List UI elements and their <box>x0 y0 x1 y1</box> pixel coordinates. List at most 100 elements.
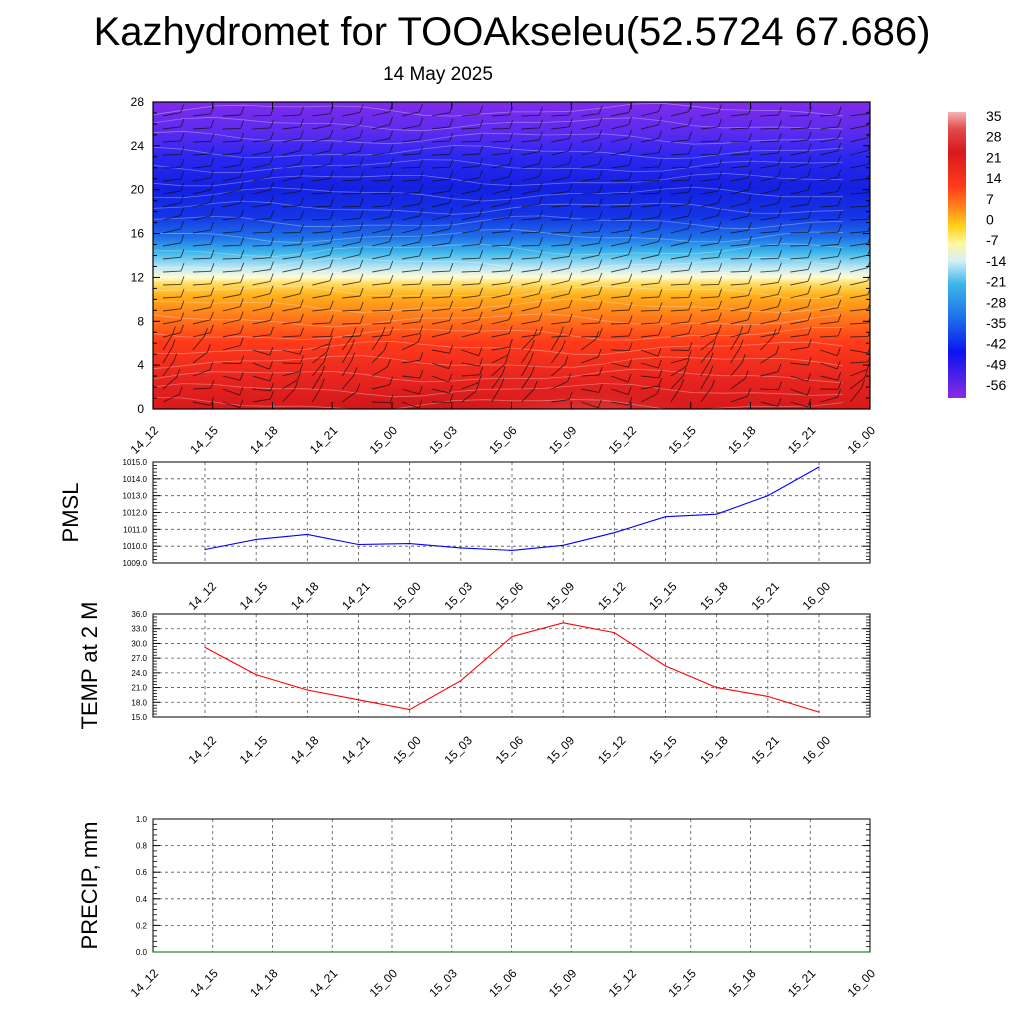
wind-barb-shaft <box>222 114 241 117</box>
wind-barb-flag <box>419 103 423 112</box>
contour-line <box>153 215 844 230</box>
wind-barb-flag <box>778 106 782 116</box>
wind-barb-shaft <box>880 125 898 129</box>
wind-barb-shaft <box>222 164 241 169</box>
wind-barb-flag <box>628 234 633 243</box>
wind-barb-flag <box>595 331 600 340</box>
wind-barb-shaft <box>192 189 211 195</box>
wind-barb-shaft <box>222 230 241 234</box>
wind-barb-shaft <box>820 267 838 273</box>
wind-barb-flag <box>389 116 394 125</box>
wind-barb-shaft <box>670 203 689 208</box>
wind-barb-shaft <box>790 388 808 396</box>
wind-barb-shaft <box>581 137 599 143</box>
wind-barb-shaft <box>222 176 241 182</box>
wind-barb-flag <box>837 106 842 115</box>
wind-barb-shaft <box>461 113 480 117</box>
wind-barb-shaft <box>521 203 540 208</box>
wind-barb-shaft <box>700 296 719 299</box>
wind-barb-flag <box>353 367 358 376</box>
wind-barb-shaft <box>252 388 271 392</box>
wind-barb-flag <box>389 233 394 242</box>
wind-barb-flag <box>567 373 572 382</box>
wind-barb-flag <box>240 223 245 232</box>
wind-barb-shaft <box>880 193 898 194</box>
wind-barb-flag <box>359 116 364 125</box>
series-point <box>716 687 718 689</box>
wind-barb-flag <box>777 286 782 295</box>
wind-barb-shaft <box>401 179 421 182</box>
wind-barb-shaft <box>551 280 570 286</box>
wind-barb-shaft <box>670 255 689 260</box>
wind-barb-flag <box>898 302 901 310</box>
wind-barb-shaft <box>551 267 570 273</box>
wind-barb-flag <box>240 274 245 283</box>
wind-barb-flag <box>837 260 842 269</box>
wind-barb-flag <box>180 276 185 285</box>
wind-barb-flag <box>718 146 723 155</box>
wind-barb-shaft <box>372 111 390 117</box>
wind-barb-flag <box>568 106 573 116</box>
wind-barb-flag <box>389 376 394 385</box>
xtick-label: 15_03 <box>426 966 460 1000</box>
wind-barb-shaft <box>611 295 630 299</box>
wind-barb-shaft <box>700 112 719 117</box>
wind-barb-shaft <box>521 231 540 234</box>
wind-barb-flag <box>628 222 633 231</box>
xtick-label: 14_15 <box>187 966 221 1000</box>
wind-barb-shaft <box>342 137 360 143</box>
wind-barb-flag <box>718 182 722 192</box>
wind-barb-flag <box>240 237 245 246</box>
wind-barb-shaft <box>342 124 360 130</box>
wind-barb-flag <box>628 143 633 152</box>
wind-barb-shaft <box>341 347 352 364</box>
wind-barb-shaft <box>581 113 600 117</box>
wind-barb-flag <box>209 324 214 333</box>
wind-barb-shaft <box>282 307 301 312</box>
wind-barb-shaft <box>670 366 687 377</box>
wind-barb-flag <box>539 107 543 116</box>
wind-barb-flag <box>389 260 394 270</box>
series-point <box>357 699 360 701</box>
wind-barb-flag <box>538 273 543 282</box>
wind-barb-shaft <box>790 244 809 247</box>
wind-barb-shaft <box>700 126 719 130</box>
wind-barb-flag <box>299 236 304 245</box>
wind-barb-flag <box>300 327 304 336</box>
wind-barb-flag <box>687 233 692 243</box>
wind-barb-shaft <box>551 150 570 156</box>
wind-barb-flag <box>538 312 543 321</box>
wind-barb-flag <box>509 262 514 271</box>
wind-barb-shaft <box>371 366 388 377</box>
wind-barb-flag <box>359 210 364 219</box>
wind-barb-shaft <box>611 229 629 234</box>
wind-barb-shaft <box>760 216 779 221</box>
wind-barb-flag <box>321 378 325 387</box>
wind-barb-flag <box>628 171 633 180</box>
wind-barb-flag <box>898 222 901 230</box>
wind-barb-shaft <box>491 230 510 234</box>
wind-barb-shaft <box>401 215 420 221</box>
wind-barb-shaft <box>820 362 838 370</box>
wind-barb-shaft <box>850 254 868 260</box>
wind-barb-flag <box>210 236 215 245</box>
wind-barb-shaft <box>700 308 719 312</box>
wind-barb-flag <box>449 276 454 285</box>
wind-barb-shaft <box>551 176 570 182</box>
wind-barb-flag <box>419 131 424 140</box>
pmsl-panel: 1009.0 1010.0 1011.0 1012.0 1013.0 1014.0 1015… <box>58 458 871 613</box>
wind-barb-shaft <box>282 335 301 338</box>
wind-barb-flag <box>449 394 454 403</box>
wind-barb-shaft <box>760 257 779 260</box>
wind-barb-shaft <box>252 293 271 299</box>
wind-barb-flag <box>628 259 633 269</box>
wind-barb-shaft <box>850 242 868 247</box>
wind-barb-shaft <box>491 152 510 156</box>
wind-barb-shaft <box>760 293 779 299</box>
wind-barb-shaft <box>491 140 510 143</box>
wind-barb-flag <box>658 326 663 336</box>
wind-barb-flag <box>210 275 215 284</box>
wind-barb-flag <box>538 285 543 294</box>
wind-barb-shaft <box>372 309 391 312</box>
wind-barb-flag <box>898 247 901 255</box>
